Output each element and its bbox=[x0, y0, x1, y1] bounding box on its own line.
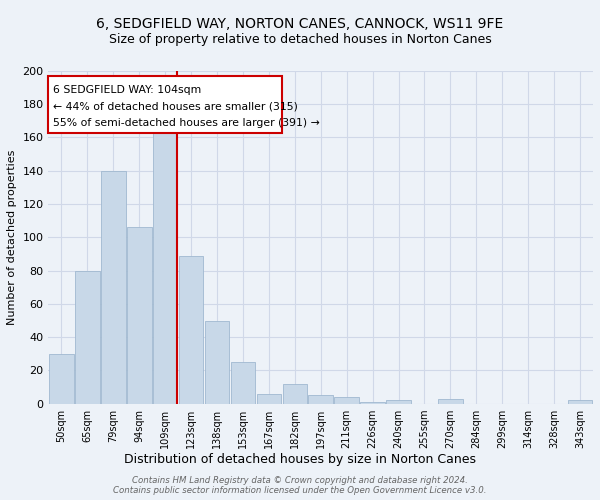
Bar bbox=[49, 354, 74, 404]
Bar bbox=[438, 398, 463, 404]
Text: 6 SEDGFIELD WAY: 104sqm: 6 SEDGFIELD WAY: 104sqm bbox=[53, 85, 202, 95]
Bar bbox=[230, 362, 255, 404]
Bar bbox=[568, 400, 592, 404]
Text: ← 44% of detached houses are smaller (315): ← 44% of detached houses are smaller (31… bbox=[53, 102, 298, 112]
Bar bbox=[127, 228, 152, 404]
Bar bbox=[153, 132, 178, 404]
Text: Distribution of detached houses by size in Norton Canes: Distribution of detached houses by size … bbox=[124, 452, 476, 466]
Bar bbox=[283, 384, 307, 404]
Text: 6, SEDGFIELD WAY, NORTON CANES, CANNOCK, WS11 9FE: 6, SEDGFIELD WAY, NORTON CANES, CANNOCK,… bbox=[97, 18, 503, 32]
Text: Contains public sector information licensed under the Open Government Licence v3: Contains public sector information licen… bbox=[113, 486, 487, 495]
Bar bbox=[257, 394, 281, 404]
Bar bbox=[361, 402, 385, 404]
Bar bbox=[179, 256, 203, 404]
Bar bbox=[75, 270, 100, 404]
Bar bbox=[386, 400, 411, 404]
Bar bbox=[334, 397, 359, 404]
Bar bbox=[205, 320, 229, 404]
Text: 55% of semi-detached houses are larger (391) →: 55% of semi-detached houses are larger (… bbox=[53, 118, 320, 128]
Bar bbox=[101, 171, 125, 404]
Y-axis label: Number of detached properties: Number of detached properties bbox=[7, 150, 17, 325]
Text: Size of property relative to detached houses in Norton Canes: Size of property relative to detached ho… bbox=[109, 32, 491, 46]
Text: Contains HM Land Registry data © Crown copyright and database right 2024.: Contains HM Land Registry data © Crown c… bbox=[132, 476, 468, 485]
Bar bbox=[308, 396, 333, 404]
